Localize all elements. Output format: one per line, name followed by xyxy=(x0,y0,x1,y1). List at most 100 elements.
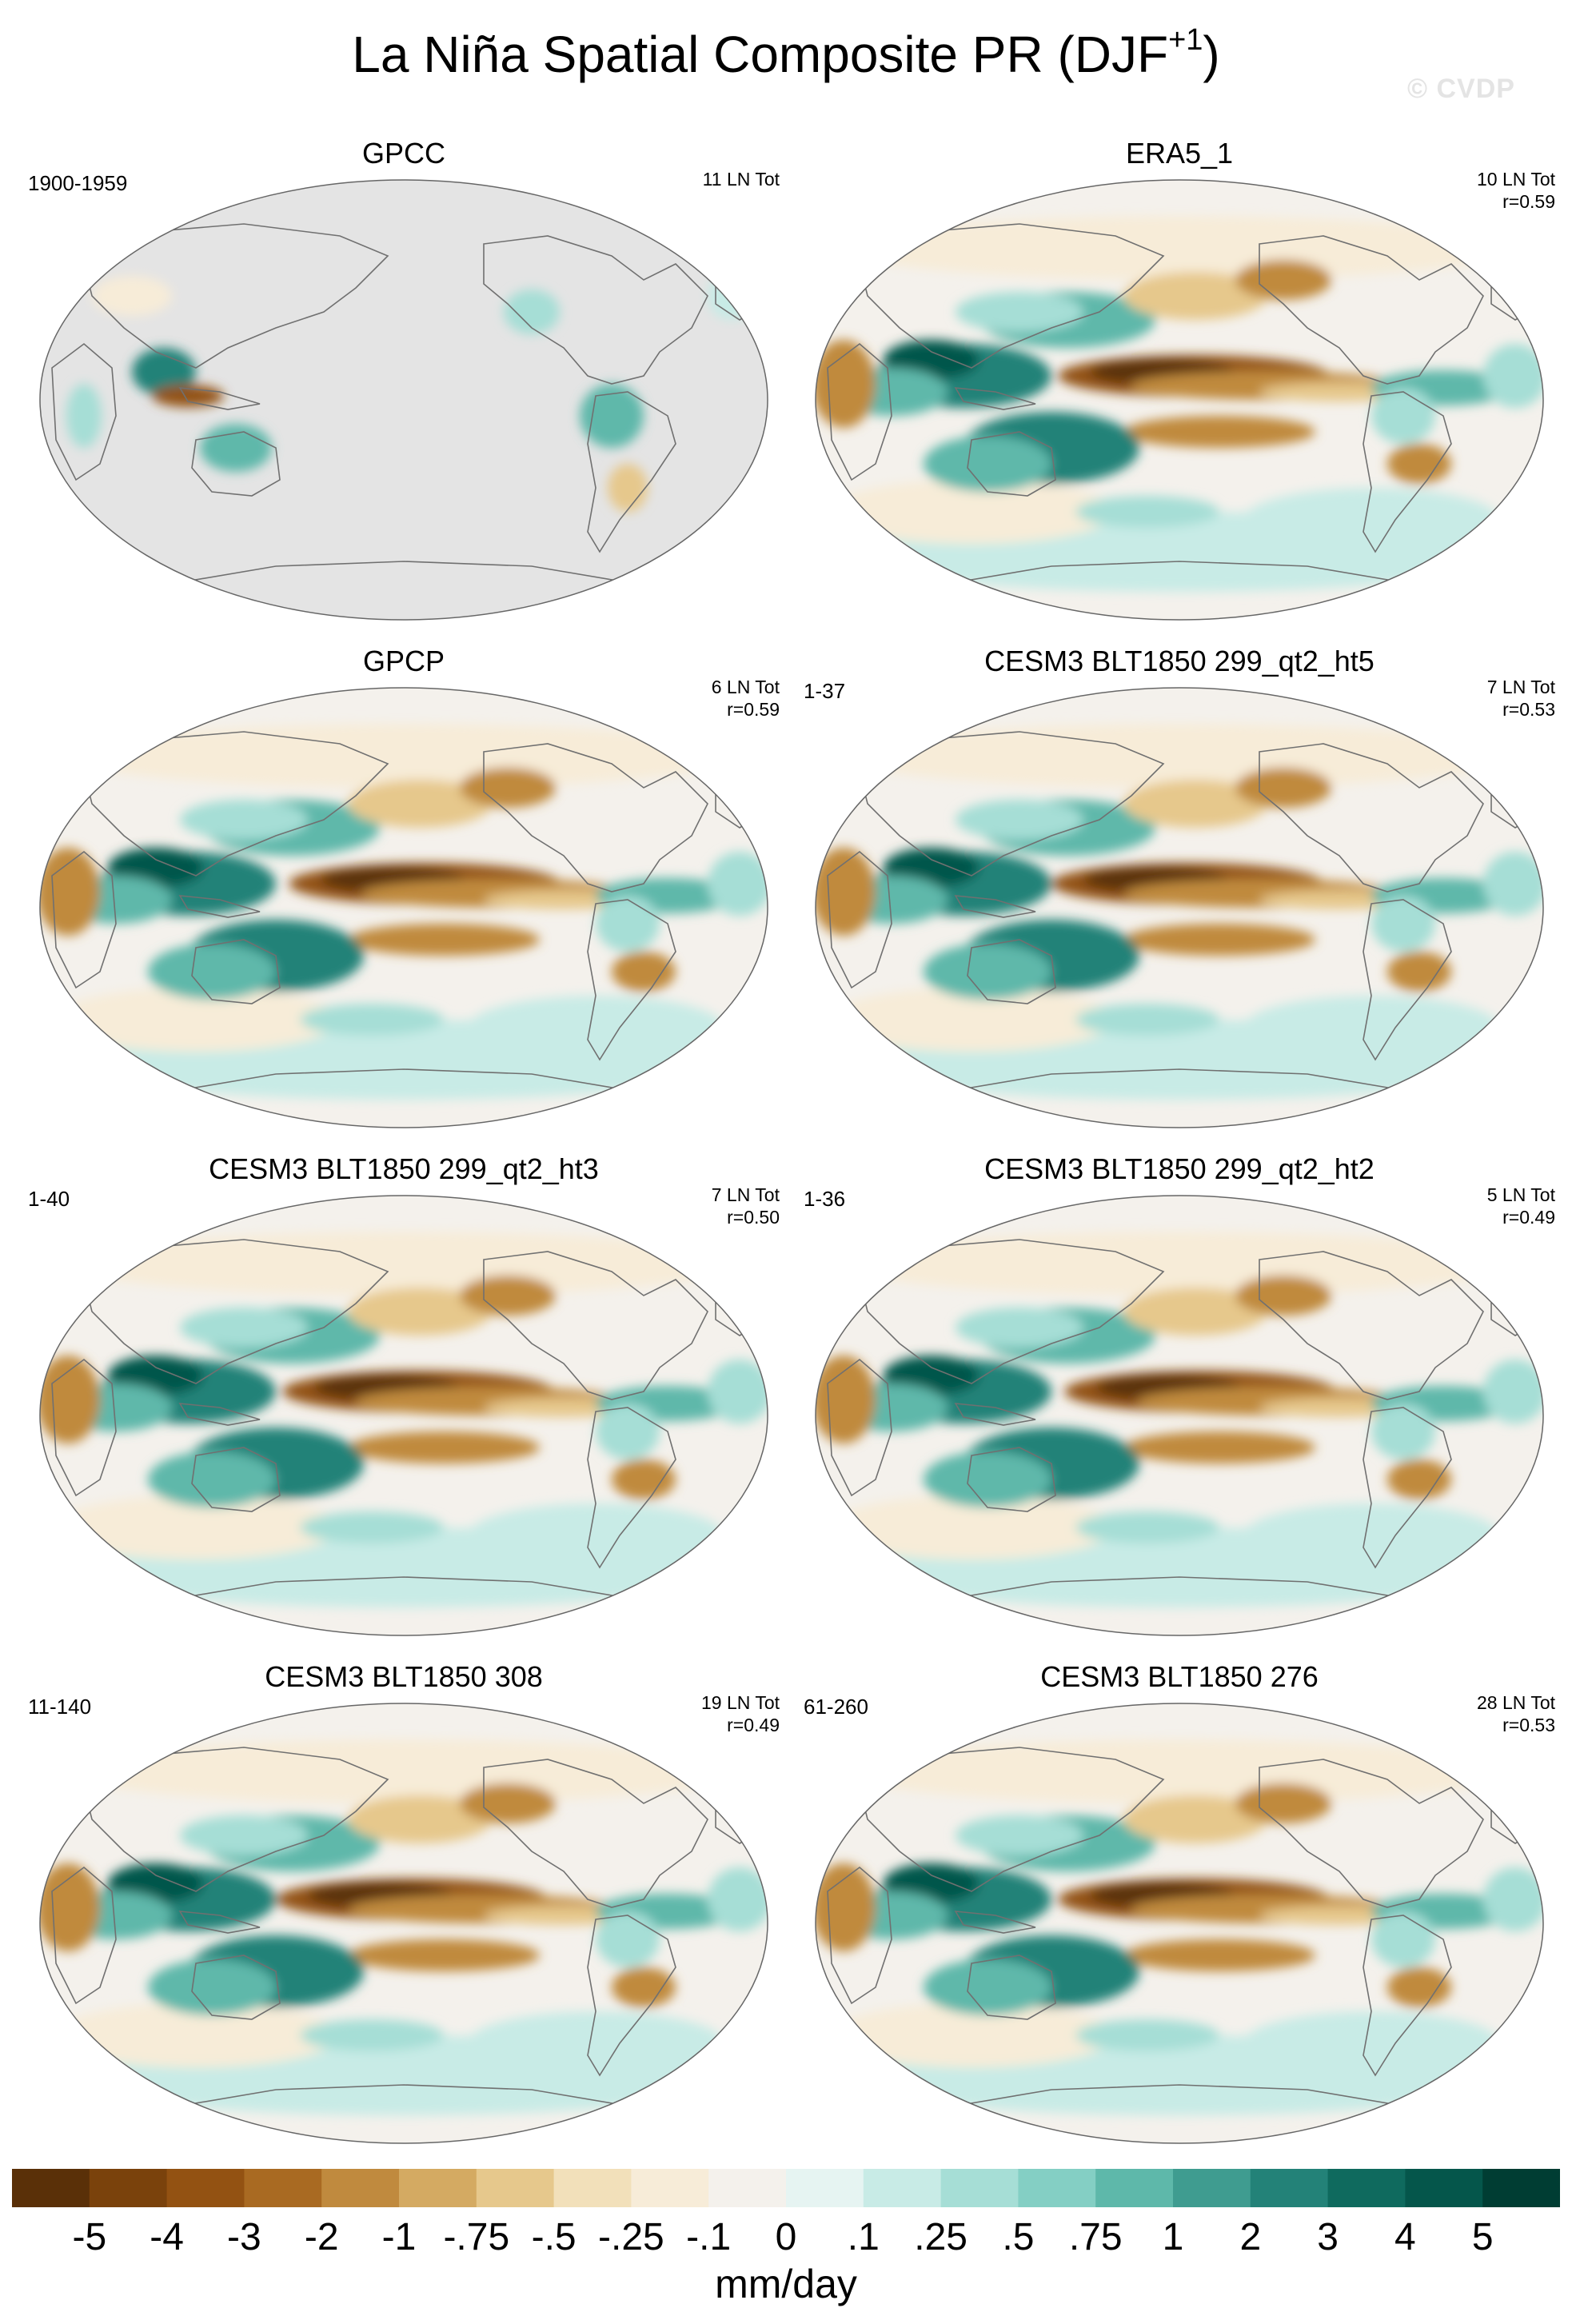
map-panel: CESM3 BLT1850 299_qt2_ht2 1-36 5 LN Tot r=0… xyxy=(804,1152,1555,1651)
anomaly-patch xyxy=(1483,1360,1543,1424)
anomaly-patch xyxy=(1235,1276,1331,1316)
indonesia-outline xyxy=(178,387,261,410)
panel-title: CESM3 BLT1850 276 xyxy=(1040,1660,1319,1693)
anomaly-patch xyxy=(1123,780,1267,828)
anomaly-patch xyxy=(1123,416,1315,448)
map-border xyxy=(815,1703,1544,2144)
anomaly-patch xyxy=(956,1308,1083,1348)
colorbar-swatch xyxy=(89,2169,168,2207)
anomaly-patch xyxy=(92,1507,268,1547)
anomaly-patch xyxy=(1075,1511,1219,1543)
anomaly-patch xyxy=(612,1459,676,1499)
anomaly-patch xyxy=(148,1959,276,2015)
africa-outline xyxy=(51,850,117,989)
map-panel: CESM3 BLT1850 299_qt2_ht3 1-40 7 LN Tot r=0… xyxy=(28,1152,780,1651)
figure-title: La Niña Spatial Composite PR (DJF+1) xyxy=(352,23,1220,83)
colorbar-swatch xyxy=(631,2169,709,2207)
anomaly-patch xyxy=(460,768,556,808)
map-projection xyxy=(39,687,768,1128)
map-border xyxy=(39,1703,768,2144)
anomaly-patch xyxy=(1235,768,1331,808)
panel-pattern-correlation: r=0.49 xyxy=(1502,1207,1555,1228)
colorbar-swatch xyxy=(1173,2169,1251,2207)
anomaly-patch xyxy=(40,848,100,936)
map-panel: CESM3 BLT1850 276 61-260 28 LN Tot r=0.53 xyxy=(804,1659,1555,2159)
map-border xyxy=(39,179,768,621)
anomaly-patch xyxy=(924,1452,1051,1507)
anomaly-patch xyxy=(1075,1004,1219,1036)
colorbar-swatch xyxy=(476,2169,555,2207)
map-projection xyxy=(39,179,768,621)
anomaly-patch xyxy=(708,1867,768,1931)
colorbar-swatch xyxy=(1250,2169,1329,2207)
anomaly-patch xyxy=(1243,1503,1499,1567)
panel-event-count: 6 LN Tot xyxy=(711,677,780,697)
panel-year-range: 61-260 xyxy=(804,1695,868,1719)
map-projection xyxy=(815,1195,1544,1636)
anomaly-patch xyxy=(1387,444,1451,484)
north-america-outline xyxy=(483,743,708,892)
anomaly-patch xyxy=(1123,1795,1267,1843)
anomaly-patch xyxy=(1483,852,1543,916)
colorbar-swatch xyxy=(1405,2169,1483,2207)
colorbar-tick-label: -.75 xyxy=(443,2216,510,2258)
map-field xyxy=(816,180,1543,620)
africa-outline xyxy=(827,1866,892,2005)
map-projection xyxy=(815,1703,1544,2144)
colorbar-tick-label: 5 xyxy=(1471,2216,1494,2258)
map-border xyxy=(39,1195,768,1636)
colorbar-tick-label: -1 xyxy=(381,2216,417,2258)
anomaly-patch xyxy=(92,2015,268,2055)
anomaly-patch xyxy=(468,996,724,1060)
anomaly-patch xyxy=(1243,488,1499,552)
anomaly-patch xyxy=(596,896,660,952)
south-america-outline xyxy=(587,1407,676,1569)
map-projection xyxy=(815,687,1544,1128)
panel-event-count: 7 LN Tot xyxy=(711,1184,780,1205)
map-panel: ERA5_1 10 LN Tot r=0.59 xyxy=(804,136,1555,636)
south-america-outline xyxy=(587,1915,676,2077)
anomaly-patch xyxy=(68,1232,740,1296)
anomaly-patch xyxy=(612,1967,676,2007)
map-field xyxy=(40,1196,768,1635)
africa-outline xyxy=(51,1358,117,1497)
map-panel: CESM3 BLT1850 299_qt2_ht5 1-37 7 LN Tot r=0… xyxy=(804,644,1555,1144)
anomaly-patch xyxy=(1123,924,1315,956)
south-america-outline xyxy=(587,391,676,553)
anomaly-patch xyxy=(348,780,492,828)
map-field xyxy=(40,688,768,1128)
panel-pattern-correlation: r=0.53 xyxy=(1502,699,1555,720)
colorbar-swatches xyxy=(12,2169,1561,2207)
anomaly-patch xyxy=(1371,1404,1435,1459)
antarctica-outline xyxy=(171,1576,636,1600)
asia-outline xyxy=(83,1747,389,1892)
anomaly-patch xyxy=(40,1863,100,1951)
anomaly-patch xyxy=(468,1503,724,1567)
anomaly-patch xyxy=(844,1232,1515,1296)
colorbar-swatch xyxy=(940,2169,1019,2207)
map-panel: CESM3 BLT1850 308 11-140 19 LN Tot r=0.49 xyxy=(28,1659,780,2159)
panel-title: CESM3 BLT1850 299_qt2_ht2 xyxy=(984,1152,1375,1185)
panel-title: GPCP xyxy=(362,645,445,677)
anomaly-patch xyxy=(92,276,172,316)
anomaly-patch xyxy=(596,1911,660,1967)
anomaly-patch xyxy=(300,1511,444,1543)
asia-outline xyxy=(83,1239,389,1384)
colorbar-tick-label: .75 xyxy=(1068,2216,1123,2258)
colorbar-swatch xyxy=(321,2169,400,2207)
australia-outline xyxy=(967,939,1056,1004)
colorbar-swatch xyxy=(708,2169,787,2207)
africa-outline xyxy=(51,342,117,481)
panel-event-count: 10 LN Tot xyxy=(1476,169,1555,190)
anomaly-patch xyxy=(148,1452,276,1507)
north-america-outline xyxy=(483,235,708,385)
australia-outline xyxy=(191,1955,281,2020)
anomaly-patch xyxy=(1387,1967,1451,2007)
indonesia-outline xyxy=(954,1403,1036,1426)
anomaly-patch xyxy=(868,2015,1043,2055)
map-panel: GPCP 6 LN Tot r=0.59 xyxy=(28,644,780,1144)
anomaly-patch xyxy=(1235,260,1331,300)
colorbar-tick-label: .25 xyxy=(914,2216,968,2258)
anomaly-patch xyxy=(1483,344,1543,408)
map-field xyxy=(40,180,768,620)
